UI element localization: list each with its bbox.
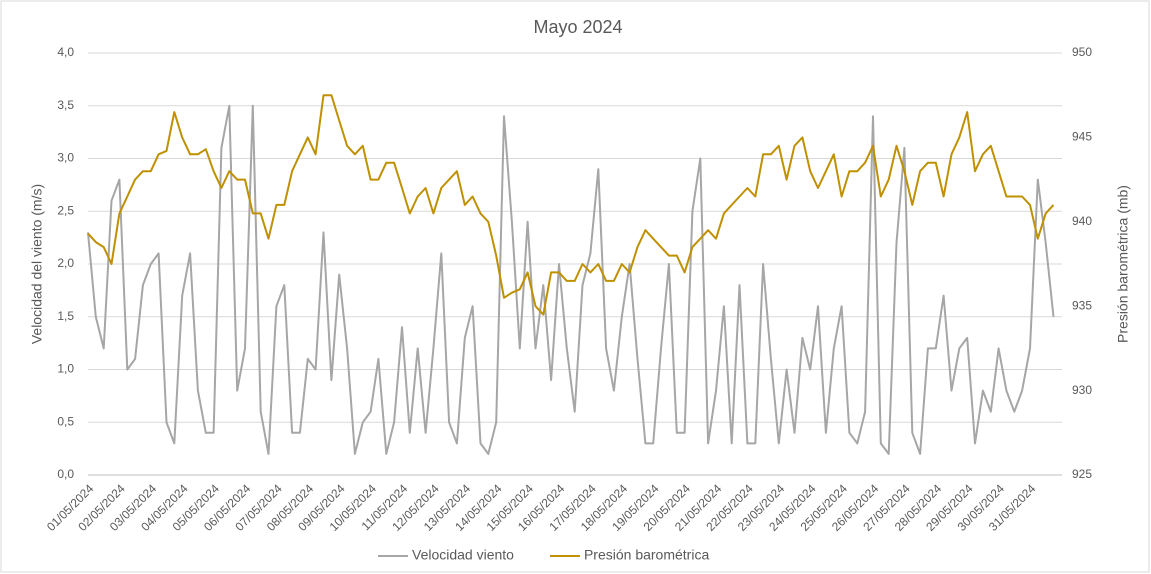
y-tick-label: 3,5 [57,98,74,112]
y2-tick-label: 950 [1072,45,1092,59]
legend-label: Presión barométrica [584,547,709,563]
y2-axis-label: Presión barométrica (mb) [1115,185,1131,343]
y-tick-label: 0,0 [57,467,74,481]
y-axis-label: Velocidad del viento (m/s) [29,184,45,344]
y-tick-label: 0,5 [57,414,74,428]
series-line [87,94,1055,316]
y2-tick-label: 935 [1072,298,1092,312]
y-tick-label: 2,0 [57,256,74,270]
y-tick-label: 1,0 [57,362,74,376]
legend-label: Velocidad viento [412,547,514,563]
y2-tick-label: 945 [1072,130,1092,144]
y-tick-label: 2,5 [57,203,74,217]
y2-tick-label: 930 [1072,383,1092,397]
y2-tick-label: 925 [1072,467,1092,481]
series-line [87,104,1055,455]
y2-tick-label: 940 [1072,214,1092,228]
chart-title: Mayo 2024 [533,17,622,37]
y-tick-label: 1,5 [57,309,74,323]
y-tick-label: 4,0 [57,45,74,59]
y-tick-label: 3,0 [57,151,74,165]
